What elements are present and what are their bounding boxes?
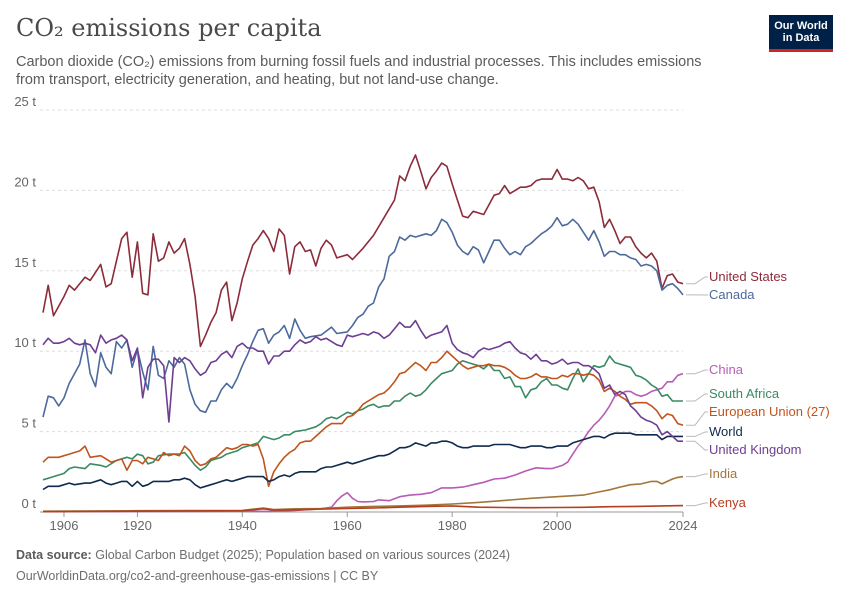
footer-url[interactable]: OurWorldinData.org/co2-and-greenhouse-ga… — [16, 569, 379, 583]
logo-line-2: in Data — [782, 32, 820, 44]
series-label-canada[interactable]: Canada — [709, 287, 755, 302]
series-line-united-kingdom[interactable] — [42, 319, 683, 442]
y-tick-label: 20 t — [14, 174, 36, 189]
series-labels: United States Canada China South Africa Euro… — [686, 269, 830, 510]
label-connector — [686, 411, 708, 426]
series-label-south-africa[interactable]: South Africa — [709, 386, 780, 401]
series-label-united-kingdom[interactable]: United Kingdom — [709, 442, 802, 457]
series-label-kenya[interactable]: Kenya — [709, 495, 747, 510]
x-tick-label: 1906 — [50, 518, 79, 533]
series-label-china[interactable]: China — [709, 362, 744, 377]
grid-lines — [40, 109, 683, 513]
line-chart: 0 t5 t10 t15 t20 t25 t 1906 1920 1940 1960 1… — [14, 94, 830, 533]
series-line-canada[interactable] — [42, 216, 684, 418]
footer-source: Data source: Global Carbon Budget (2025)… — [16, 548, 510, 562]
x-tick-label: 1940 — [228, 518, 257, 533]
label-connector — [686, 369, 708, 375]
chart-subtitle: Carbon dioxide (CO₂) emissions from burn… — [16, 54, 702, 88]
series-line-india[interactable] — [42, 475, 684, 512]
y-axis: 0 t 5 t 10 t 15 t 20 t 25 t — [14, 94, 36, 511]
y-tick-label: 10 t — [14, 335, 36, 350]
series-line-china[interactable] — [43, 372, 684, 513]
owid-logo[interactable]: Our World in Data — [769, 15, 833, 52]
y-tick-label: 15 t — [14, 255, 36, 270]
y-tick-label: 0 t — [22, 496, 37, 511]
x-tick-label: 2024 — [669, 518, 698, 533]
series-lines — [42, 154, 684, 513]
label-connector — [686, 431, 708, 437]
y-tick-label: 25 t — [14, 94, 36, 109]
x-axis: 1906 1920 1940 1960 1980 2000 2024 — [50, 512, 698, 533]
label-connector — [686, 502, 708, 507]
series-label-india[interactable]: India — [709, 466, 738, 481]
series-line-south-africa[interactable] — [42, 355, 683, 481]
series-line-kenya[interactable] — [42, 504, 684, 513]
label-connector — [686, 473, 708, 478]
y-tick-label: 5 t — [22, 416, 37, 431]
series-line-european-union-27-[interactable] — [42, 350, 684, 488]
source-text: Global Carbon Budget (2025); Population … — [95, 548, 511, 562]
x-tick-label: 1960 — [333, 518, 362, 533]
source-label: Data source: — [16, 548, 92, 562]
series-label-united-states[interactable]: United States — [709, 269, 788, 284]
logo-line-1: Our World — [774, 20, 828, 32]
series-label-world[interactable]: World — [709, 424, 743, 439]
x-tick-label: 1980 — [438, 518, 467, 533]
series-line-world[interactable] — [42, 432, 683, 491]
label-connector — [686, 276, 708, 285]
series-label-european-union-27-[interactable]: European Union (27) — [709, 404, 830, 419]
series-line-united-states[interactable] — [42, 154, 684, 348]
label-connector — [686, 440, 708, 451]
x-tick-label: 1920 — [123, 518, 152, 533]
chart-title: CO₂ emissions per capita — [16, 14, 322, 42]
label-connector — [686, 393, 708, 402]
x-tick-label: 2000 — [543, 518, 572, 533]
